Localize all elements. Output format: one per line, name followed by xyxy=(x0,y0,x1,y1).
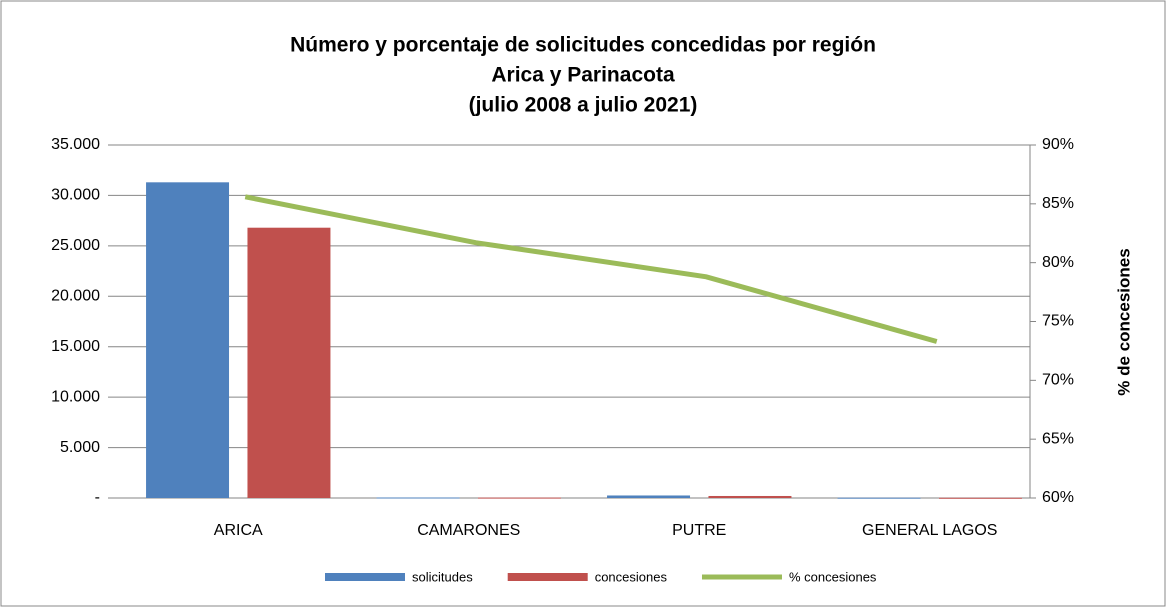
y2-tick-label: 80% xyxy=(1042,254,1074,271)
bar xyxy=(146,182,230,498)
y2-tick-label: 70% xyxy=(1042,372,1074,389)
bar xyxy=(837,497,921,499)
y-tick-label: 20.000 xyxy=(51,288,100,305)
y-tick-label: - xyxy=(95,489,100,506)
legend-swatch xyxy=(507,573,588,581)
legend-label: % concesiones xyxy=(789,569,877,584)
chart-title: (julio 2008 a julio 2021) xyxy=(469,94,698,117)
x-tick-label: GENERAL LAGOS xyxy=(862,522,997,539)
x-tick-label: PUTRE xyxy=(672,522,726,539)
chart-title: Arica y Parinacota xyxy=(491,64,675,87)
y-tick-label: 30.000 xyxy=(51,187,100,204)
line-series xyxy=(244,194,938,344)
x-tick-label: CAMARONES xyxy=(417,522,520,539)
y2-axis-label: % de concesiones xyxy=(1114,248,1133,395)
y2-tick-label: 65% xyxy=(1042,430,1074,447)
legend-swatch xyxy=(325,573,405,581)
bar xyxy=(607,495,691,498)
y2-tick-label: 60% xyxy=(1042,489,1074,506)
y2-tick-label: 90% xyxy=(1042,136,1074,153)
y-tick-label: 25.000 xyxy=(51,237,100,254)
x-tick-label: ARICA xyxy=(214,522,263,539)
bar xyxy=(247,227,331,498)
y-tick-label: 5.000 xyxy=(60,439,100,456)
bar xyxy=(376,497,460,499)
y2-tick-label: 85% xyxy=(1042,195,1074,212)
y-tick-label: 10.000 xyxy=(51,388,100,405)
y-tick-label: 15.000 xyxy=(51,338,100,355)
y-tick-label: 35.000 xyxy=(51,136,100,153)
bar xyxy=(477,497,561,499)
legend-label: solicitudes xyxy=(412,569,473,584)
legend-label: concesiones xyxy=(595,569,668,584)
y2-tick-label: 75% xyxy=(1042,313,1074,330)
chart-title: Número y porcentaje de solicitudes conce… xyxy=(290,34,876,57)
bar xyxy=(708,495,792,498)
bar xyxy=(938,497,1022,499)
